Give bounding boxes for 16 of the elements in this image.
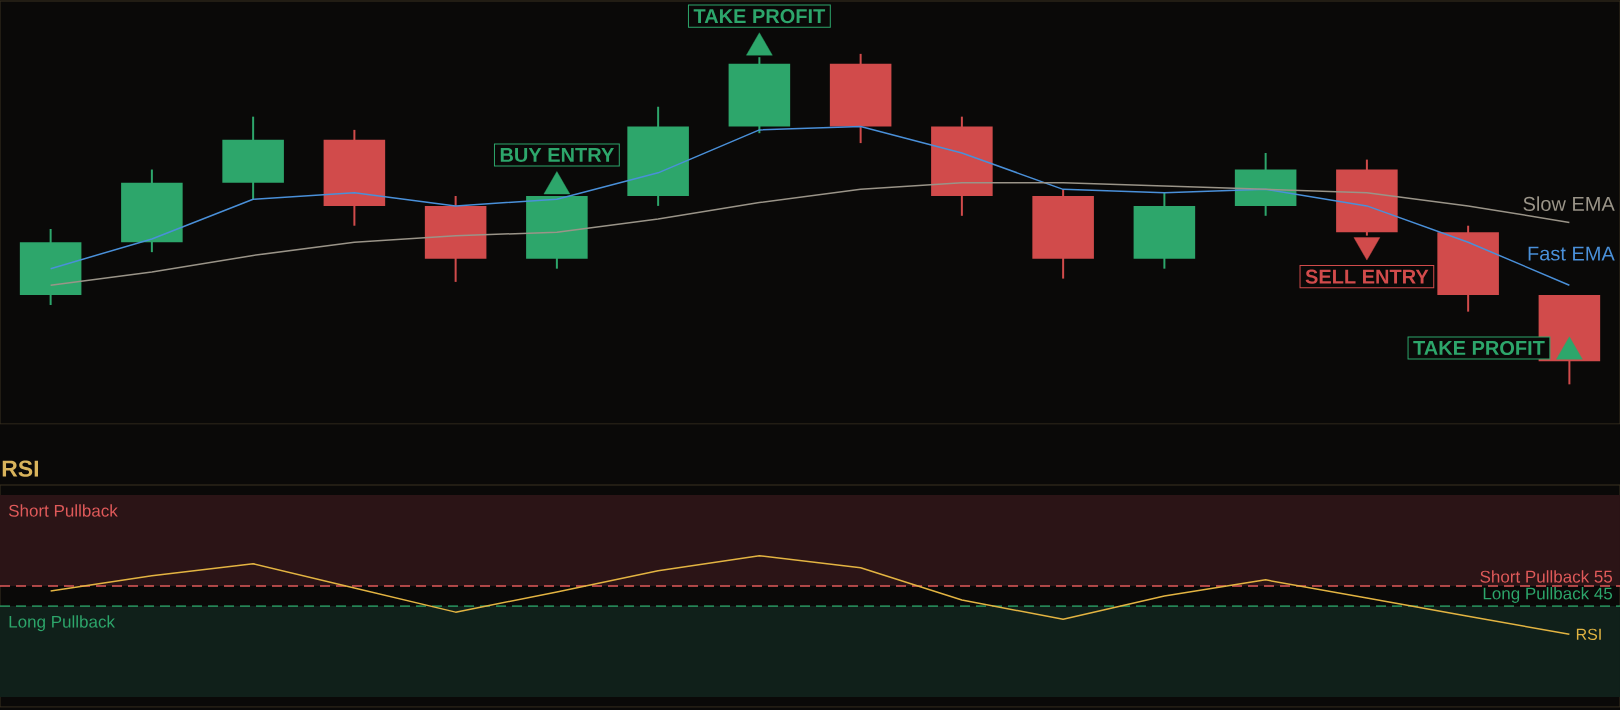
- point: [1556, 336, 1583, 360]
- series-label: RSI: [1576, 628, 1601, 641]
- series-label: TAKE PROFIT: [693, 9, 826, 24]
- series-label: Fast EMA: [1528, 246, 1615, 261]
- ref-line-label: Long Pullback 45: [1483, 587, 1613, 603]
- series-label: BUY ENTRY: [500, 148, 614, 162]
- series-label: TAKE PROFIT: [1413, 340, 1545, 356]
- band-label: Long Pullback: [9, 615, 115, 632]
- point: [1353, 237, 1381, 261]
- ref-line-label: Short Pullback 55: [1480, 570, 1613, 583]
- band-label: Short Pullback: [8, 504, 118, 517]
- point: [746, 32, 773, 56]
- chart-title: RSI: [2, 460, 38, 477]
- series-label: SELL ENTRY: [1305, 269, 1429, 284]
- point: [543, 171, 571, 195]
- series-label: Slow EMA: [1523, 196, 1615, 211]
